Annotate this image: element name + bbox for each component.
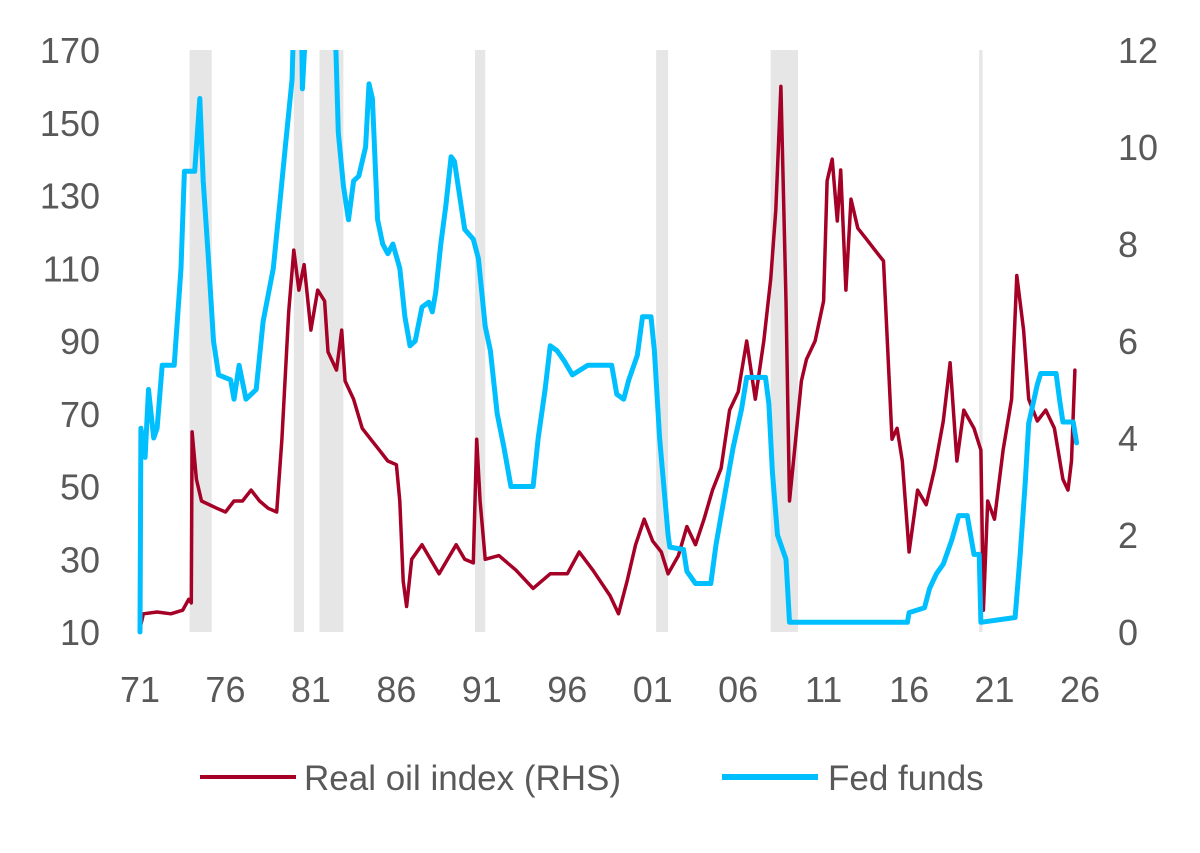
left-y-tick-label: 70 xyxy=(60,394,100,435)
right-y-tick-label: 2 xyxy=(1118,515,1138,556)
x-tick-label: 01 xyxy=(633,669,673,710)
right-y-tick-label: 0 xyxy=(1118,612,1138,653)
legend-label-fedfunds: Fed funds xyxy=(828,759,984,798)
series-line-real-oil-index xyxy=(138,84,1077,631)
left-y-tick-label: 150 xyxy=(40,103,100,144)
recession-band xyxy=(474,50,486,632)
left-y-tick-label: 30 xyxy=(60,539,100,580)
x-tick-label: 81 xyxy=(291,669,331,710)
left-y-tick-label: 90 xyxy=(60,321,100,362)
right-y-tick-label: 8 xyxy=(1118,224,1138,265)
left-y-tick-label: 110 xyxy=(43,248,100,289)
left-y-tick-label: 170 xyxy=(40,30,100,71)
right-y-axis: 0 2 4 6 8 10 12 xyxy=(1118,30,1158,653)
x-tick-label: 76 xyxy=(205,669,245,710)
x-tick-label: 26 xyxy=(1060,669,1100,710)
x-tick-label: 91 xyxy=(462,669,502,710)
legend-label-oil: Real oil index (RHS) xyxy=(304,759,621,798)
recession-band xyxy=(770,50,798,632)
x-tick-label: 16 xyxy=(889,669,929,710)
x-tick-label: 71 xyxy=(120,669,160,710)
x-tick-label: 96 xyxy=(547,669,587,710)
right-y-tick-label: 10 xyxy=(1118,127,1158,168)
recession-band xyxy=(293,50,305,632)
left-y-tick-label: 130 xyxy=(40,176,100,217)
right-y-tick-label: 6 xyxy=(1118,321,1138,362)
right-y-tick-label: 12 xyxy=(1118,30,1158,71)
x-tick-label: 11 xyxy=(805,669,842,710)
legend: Real oil index (RHS) Fed funds xyxy=(200,759,984,798)
recession-band xyxy=(319,50,344,632)
recession-bands xyxy=(189,50,983,632)
series-line-fed-funds xyxy=(137,50,1080,635)
x-axis: 71 76 81 86 91 96 01 06 11 16 21 26 xyxy=(120,669,1100,710)
x-tick-label: 06 xyxy=(718,669,758,710)
x-tick-label: 21 xyxy=(975,669,1015,710)
left-y-tick-label: 10 xyxy=(60,612,100,653)
left-y-axis: 10 30 50 70 90 110 130 150 170 xyxy=(40,30,100,653)
recession-band xyxy=(656,50,669,632)
series-lines xyxy=(137,50,1080,635)
left-y-tick-label: 50 xyxy=(60,467,100,508)
right-y-tick-label: 4 xyxy=(1118,418,1138,459)
recession-band xyxy=(979,50,983,632)
x-tick-label: 86 xyxy=(376,669,416,710)
